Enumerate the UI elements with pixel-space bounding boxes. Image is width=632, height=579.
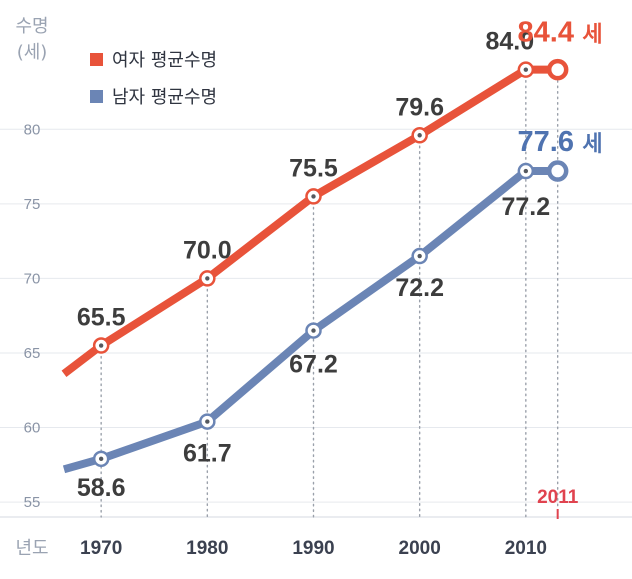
x-tick-label: 1970 [80,538,122,559]
series-layer [61,58,569,474]
y-tick-label: 55 [24,494,41,511]
legend-swatch-male [90,90,103,103]
y-tick-label: 80 [24,121,41,138]
end-label-male: 77.6 세 [518,126,603,158]
marker-year-label: 2011 [537,487,579,508]
point-dot-female [98,343,104,348]
data-label-male: 67.2 [289,351,338,379]
legend-label-female: 여자 평균수명 [112,50,217,71]
point-dot-male [523,168,529,174]
data-labels: 65.5 70.0 75.5 79.6 84.0 58.6 61.7 67.2 72.2 77.2 [77,28,550,502]
y-axis-label-line2: (세) [17,42,48,63]
end-unit-male: 세 [582,132,602,157]
point-dot-male [98,456,104,462]
x-axis: 년도 1970 1980 1990 2000 2010 [0,516,632,559]
y-axis: 수명 (세) 55 60 65 70 75 80 [15,16,48,511]
end-marker-female [546,58,569,81]
point-dot-male [417,253,422,259]
point-dot-female [417,133,422,138]
data-label-male: 72.2 [395,274,444,302]
y-tick-label: 60 [24,420,41,437]
x-tick-label: 1990 [292,538,334,559]
x-tick-label: 1980 [186,538,228,559]
legend-label-male: 남자 평균수명 [112,87,217,108]
end-label-female: 84.4 세 [518,17,603,49]
data-label-male: 58.6 [77,474,126,502]
end-marker-male [546,160,569,182]
end-value-female: 84.4 [518,17,574,49]
data-label-female: 65.5 [77,304,126,332]
x-axis-label: 년도 [15,538,48,559]
point-dot-male [205,419,210,424]
point-dot-female [523,67,529,72]
y-tick-label: 75 [24,196,41,213]
x-tick-label: 2000 [399,538,441,559]
data-label-female: 84.0 [485,28,534,56]
legend: 여자 평균수명 남자 평균수명 [90,50,217,108]
point-dot-female [311,194,316,199]
end-value-male: 77.6 [518,126,574,158]
data-label-female: 70.0 [183,236,232,264]
end-unit-female: 세 [582,23,602,48]
drop-lines [100,68,559,519]
data-label-male: 61.7 [183,440,232,468]
legend-swatch-female [90,53,103,66]
point-dot-female [205,276,210,281]
end-labels: 84.4 세 77.6 세 2011 [518,17,603,508]
y-axis-label-line1: 수명 [15,16,48,37]
y-tick-label: 70 [24,270,41,287]
data-label-female: 79.6 [395,93,444,121]
data-label-female: 75.5 [289,154,338,182]
point-dot-male [311,328,316,333]
y-tick-label: 65 [24,345,41,362]
data-label-male: 77.2 [501,193,550,221]
x-tick-label: 2010 [505,538,547,559]
